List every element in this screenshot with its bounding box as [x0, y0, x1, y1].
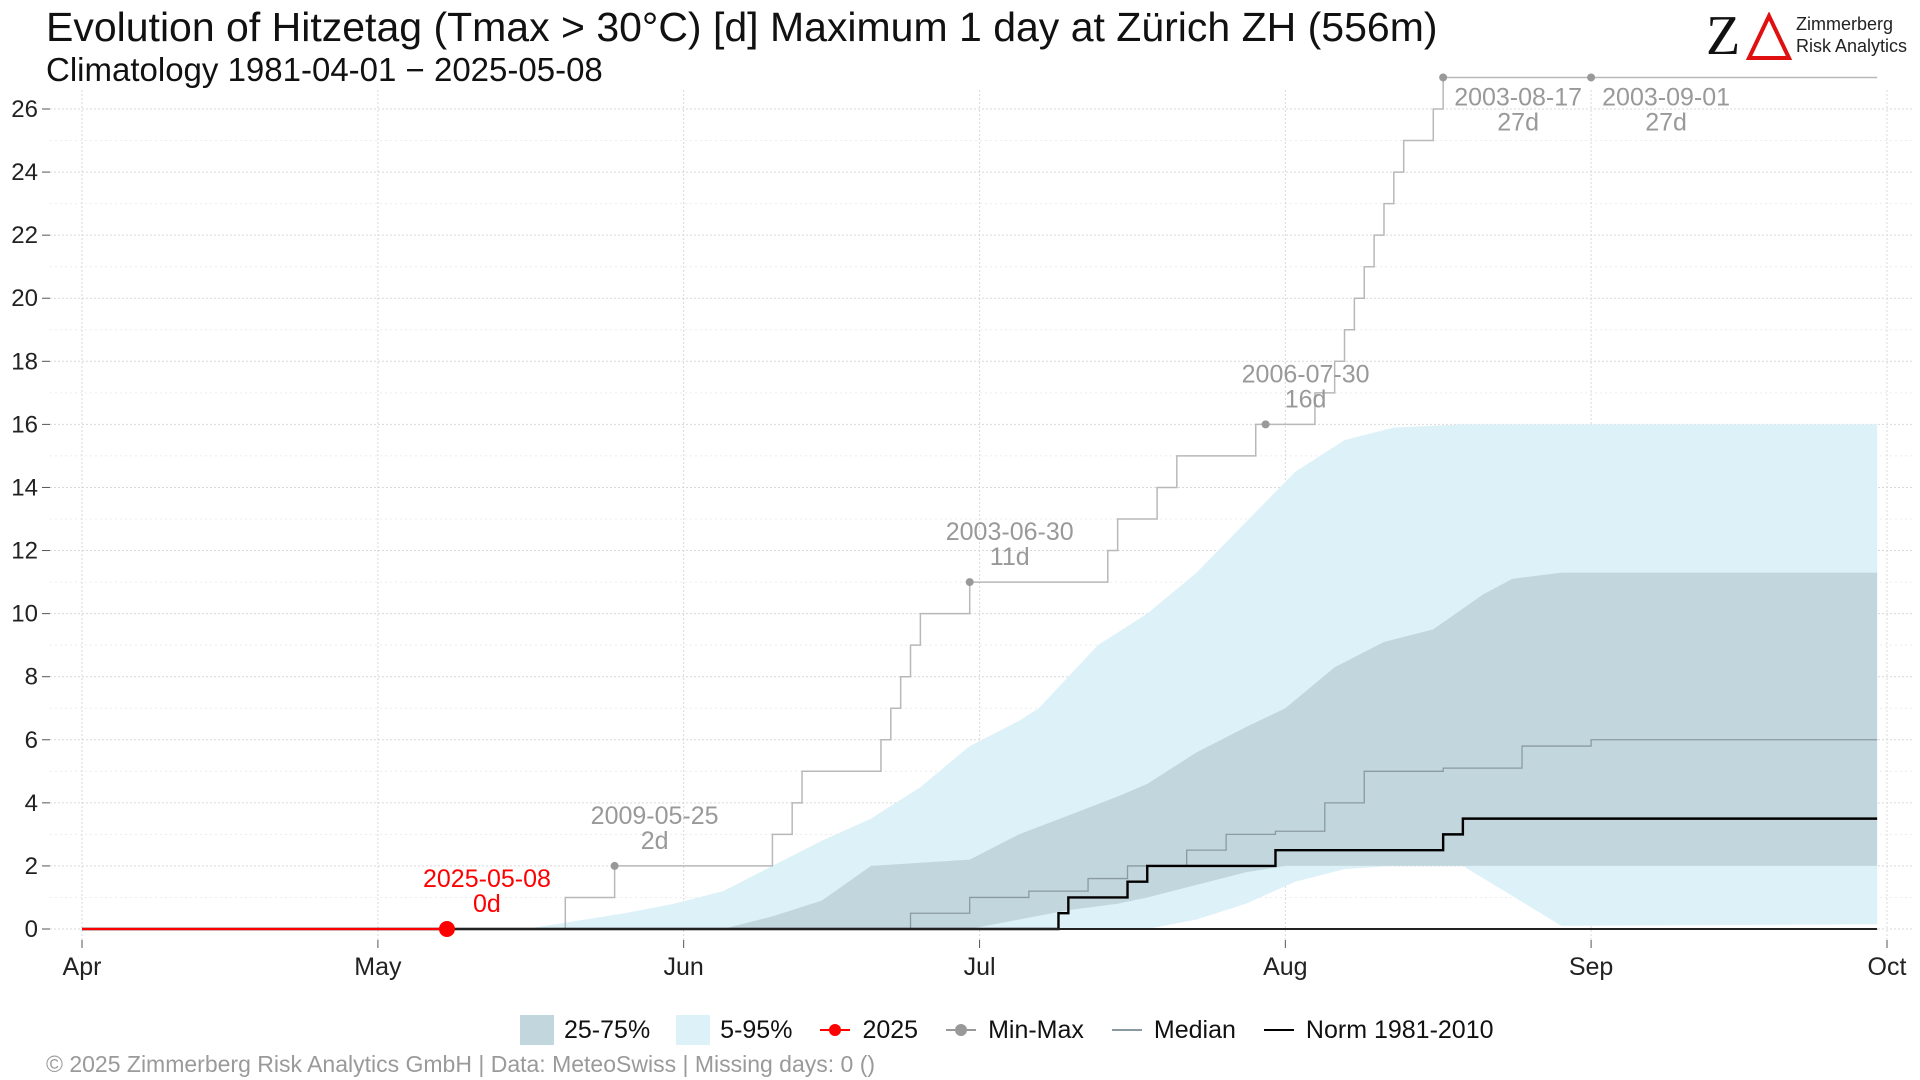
- minmax-point: [965, 578, 974, 587]
- legend-line: [1263, 1029, 1294, 1031]
- annotation-value: 16d: [1285, 385, 1327, 413]
- x-tick-label: Jul: [964, 953, 996, 981]
- x-tick-label: Oct: [1868, 953, 1907, 981]
- legend-label: Min-Max: [988, 1015, 1084, 1044]
- y-tick-label: 18: [11, 348, 38, 375]
- minmax-point: [1439, 73, 1448, 82]
- legend-label: Median: [1153, 1015, 1236, 1044]
- minmax-point: [610, 861, 619, 870]
- band-layer: [82, 424, 1878, 929]
- x-tick-label: May: [354, 953, 402, 981]
- current-point: [438, 921, 455, 937]
- legend-item: 2025: [818, 1015, 918, 1045]
- legend-key: [1110, 1015, 1144, 1045]
- annotation-value: 11d: [990, 543, 1030, 571]
- legend-item: Norm 1981-2010: [1262, 1015, 1494, 1045]
- brand-logo: Z Zimmerberg Risk Analytics: [1706, 6, 1908, 66]
- annotation-date: 2003-06-30: [946, 518, 1074, 546]
- footer-credits: © 2025 Zimmerberg Risk Analytics GmbH | …: [46, 1051, 876, 1077]
- legend-label: 5-95%: [720, 1015, 793, 1044]
- y-tick-label: 22: [11, 222, 38, 249]
- x-tick-label: Sep: [1569, 953, 1613, 981]
- max-line: [82, 76, 1878, 930]
- chart-title: Evolution of Hitzetag (Tmax > 30°C) [d] …: [46, 4, 1438, 50]
- y-tick-label: 24: [11, 159, 38, 186]
- legend-key: [676, 1015, 711, 1045]
- legend-key: [1262, 1015, 1296, 1045]
- annotation-date: 2003-08-17: [1454, 83, 1582, 111]
- y-tick-label: 6: [25, 727, 38, 754]
- legend-label: 2025: [862, 1015, 919, 1044]
- annotation-date: 2006-07-30: [1242, 360, 1370, 388]
- annotation-value: 2d: [641, 827, 669, 855]
- legend-dot: [829, 1024, 842, 1036]
- chart-subtitle: Climatology 1981-04-01 − 2025-05-08: [46, 51, 603, 88]
- y-tick-label: 14: [11, 474, 38, 501]
- legend-line: [1111, 1029, 1142, 1031]
- legend-key: [944, 1015, 978, 1045]
- logo-delta-icon: [1746, 12, 1792, 60]
- y-tick-label: 20: [11, 285, 38, 312]
- legend-key: [520, 1015, 554, 1045]
- x-tick-label: Aug: [1263, 953, 1307, 981]
- legend-label: 25-75%: [564, 1015, 651, 1044]
- legend-dot: [955, 1024, 968, 1036]
- y-tick-label: 0: [25, 916, 38, 943]
- legend-item: 5-95%: [676, 1015, 792, 1045]
- annotation-date: 2025-05-08: [423, 865, 551, 893]
- logo-line-1: Zimmerberg: [1796, 14, 1894, 34]
- logo-z-mark: Z: [1706, 5, 1741, 67]
- y-tick-label: 4: [25, 790, 38, 817]
- annotation-date: 2003-09-01: [1602, 83, 1730, 111]
- line-layer: [82, 76, 1878, 931]
- legend-key: [818, 1015, 852, 1045]
- logo-line-2: Risk Analytics: [1796, 36, 1908, 56]
- y-tick-label: 16: [11, 411, 38, 438]
- chart-legend: 25-75% 5-95% 2025 Min-Max Median Norm 1981-20…: [520, 1013, 1520, 1047]
- annotation-value: 27d: [1645, 108, 1687, 136]
- band-25-75: [82, 572, 1878, 929]
- y-tick-label: 26: [11, 96, 38, 123]
- legend-item: 25-75%: [520, 1015, 650, 1045]
- median-line: [82, 739, 1878, 930]
- legend-label: Norm 1981-2010: [1305, 1015, 1494, 1044]
- annotation-value: 27d: [1497, 108, 1539, 136]
- minmax-point: [1261, 420, 1270, 429]
- legend-item: Min-Max: [944, 1015, 1084, 1045]
- annotation-date: 2009-05-25: [591, 802, 719, 830]
- y-tick-label: 8: [25, 664, 38, 691]
- minmax-point: [1587, 73, 1596, 82]
- x-tick-label: Apr: [63, 953, 102, 981]
- x-tick-label: Jun: [664, 953, 704, 981]
- y-tick-label: 10: [11, 601, 38, 628]
- norm-line: [82, 817, 1878, 931]
- y-tick-label: 12: [11, 538, 38, 565]
- y-tick-label: 2: [25, 853, 38, 880]
- legend-item: Median: [1110, 1015, 1236, 1045]
- annotation-value: 0d: [473, 890, 501, 918]
